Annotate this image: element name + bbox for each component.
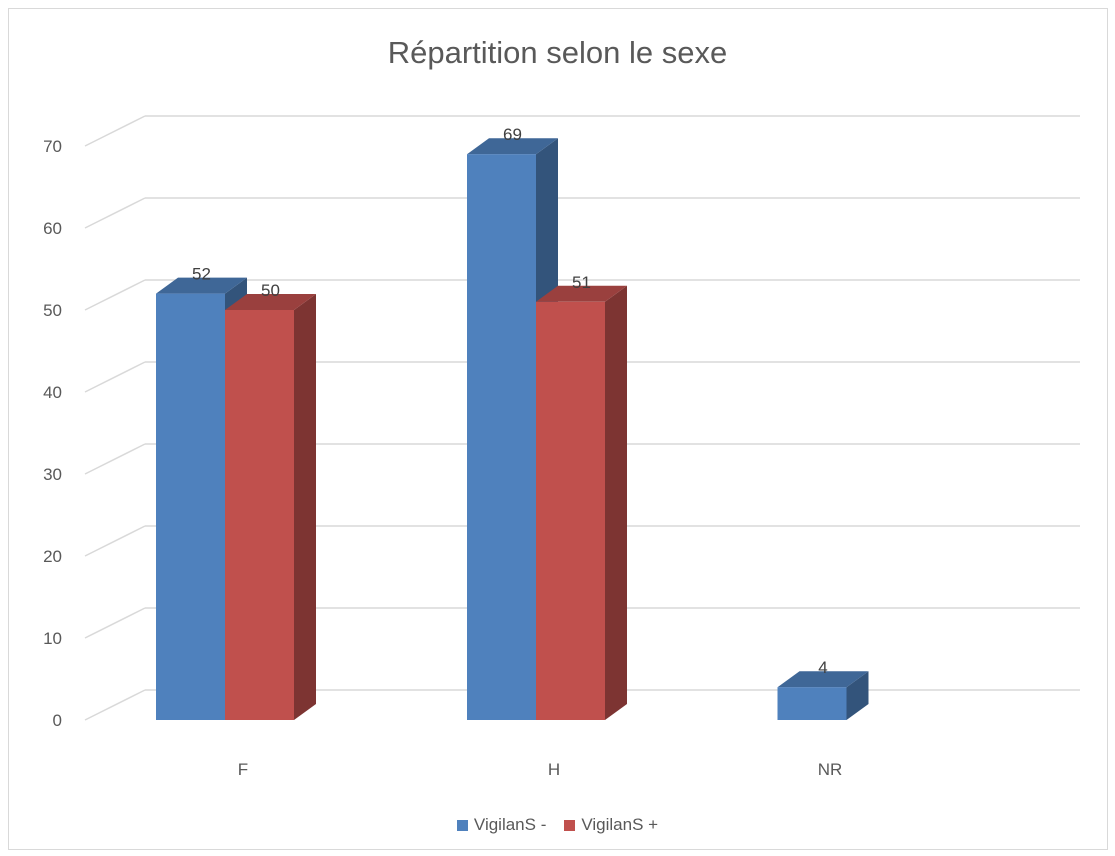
gridline-diagonal (84, 279, 146, 311)
y-tick-label: 60 (43, 219, 62, 238)
bar-top (777, 671, 869, 688)
bar-side (605, 285, 627, 720)
data-label: 52 (192, 265, 211, 284)
gridline-diagonal (84, 443, 146, 475)
bar (536, 301, 605, 720)
gridline-diagonal (84, 115, 146, 147)
bar (225, 310, 294, 720)
bar-top (156, 277, 247, 294)
gridline-diagonal (84, 525, 146, 557)
x-tick-label: F (238, 760, 248, 779)
data-label: 4 (818, 658, 827, 677)
data-label: 51 (572, 273, 591, 292)
y-tick-label: 10 (43, 629, 62, 648)
chart-legend: VigilanS - VigilanS + (0, 815, 1115, 835)
data-label: 69 (503, 125, 522, 144)
bar (777, 687, 847, 720)
x-tick-label: H (548, 760, 560, 779)
bar-side (294, 294, 316, 720)
x-tick-label: NR (818, 760, 843, 779)
legend-label-vigilans-plus: VigilanS + (581, 815, 659, 834)
y-tick-label: 50 (43, 301, 62, 320)
legend-item-vigilans-minus: VigilanS - (456, 815, 547, 835)
legend-item-vigilans-plus: VigilanS + (564, 815, 658, 835)
bar (156, 293, 225, 720)
gridline-diagonal (84, 361, 146, 393)
bar-side (846, 671, 869, 720)
bar (467, 154, 536, 720)
legend-swatch-vigilans-minus (456, 819, 468, 831)
data-label: 50 (261, 281, 280, 300)
y-tick-label: 70 (43, 137, 62, 156)
gridline-diagonal (84, 689, 146, 721)
legend-label-vigilans-minus: VigilanS - (473, 815, 547, 834)
bar-top (467, 138, 558, 155)
chart-title: Répartition selon le sexe (387, 35, 728, 70)
gridline-diagonal (84, 197, 146, 229)
y-tick-label: 20 (43, 547, 62, 566)
y-tick-label: 30 (43, 465, 62, 484)
gridline-diagonal (84, 607, 146, 639)
y-tick-label: 40 (43, 383, 62, 402)
bar-top (225, 294, 316, 310)
legend-swatch-vigilans-plus (564, 819, 576, 831)
bar-top (536, 285, 627, 302)
y-tick-label: 0 (53, 711, 62, 730)
